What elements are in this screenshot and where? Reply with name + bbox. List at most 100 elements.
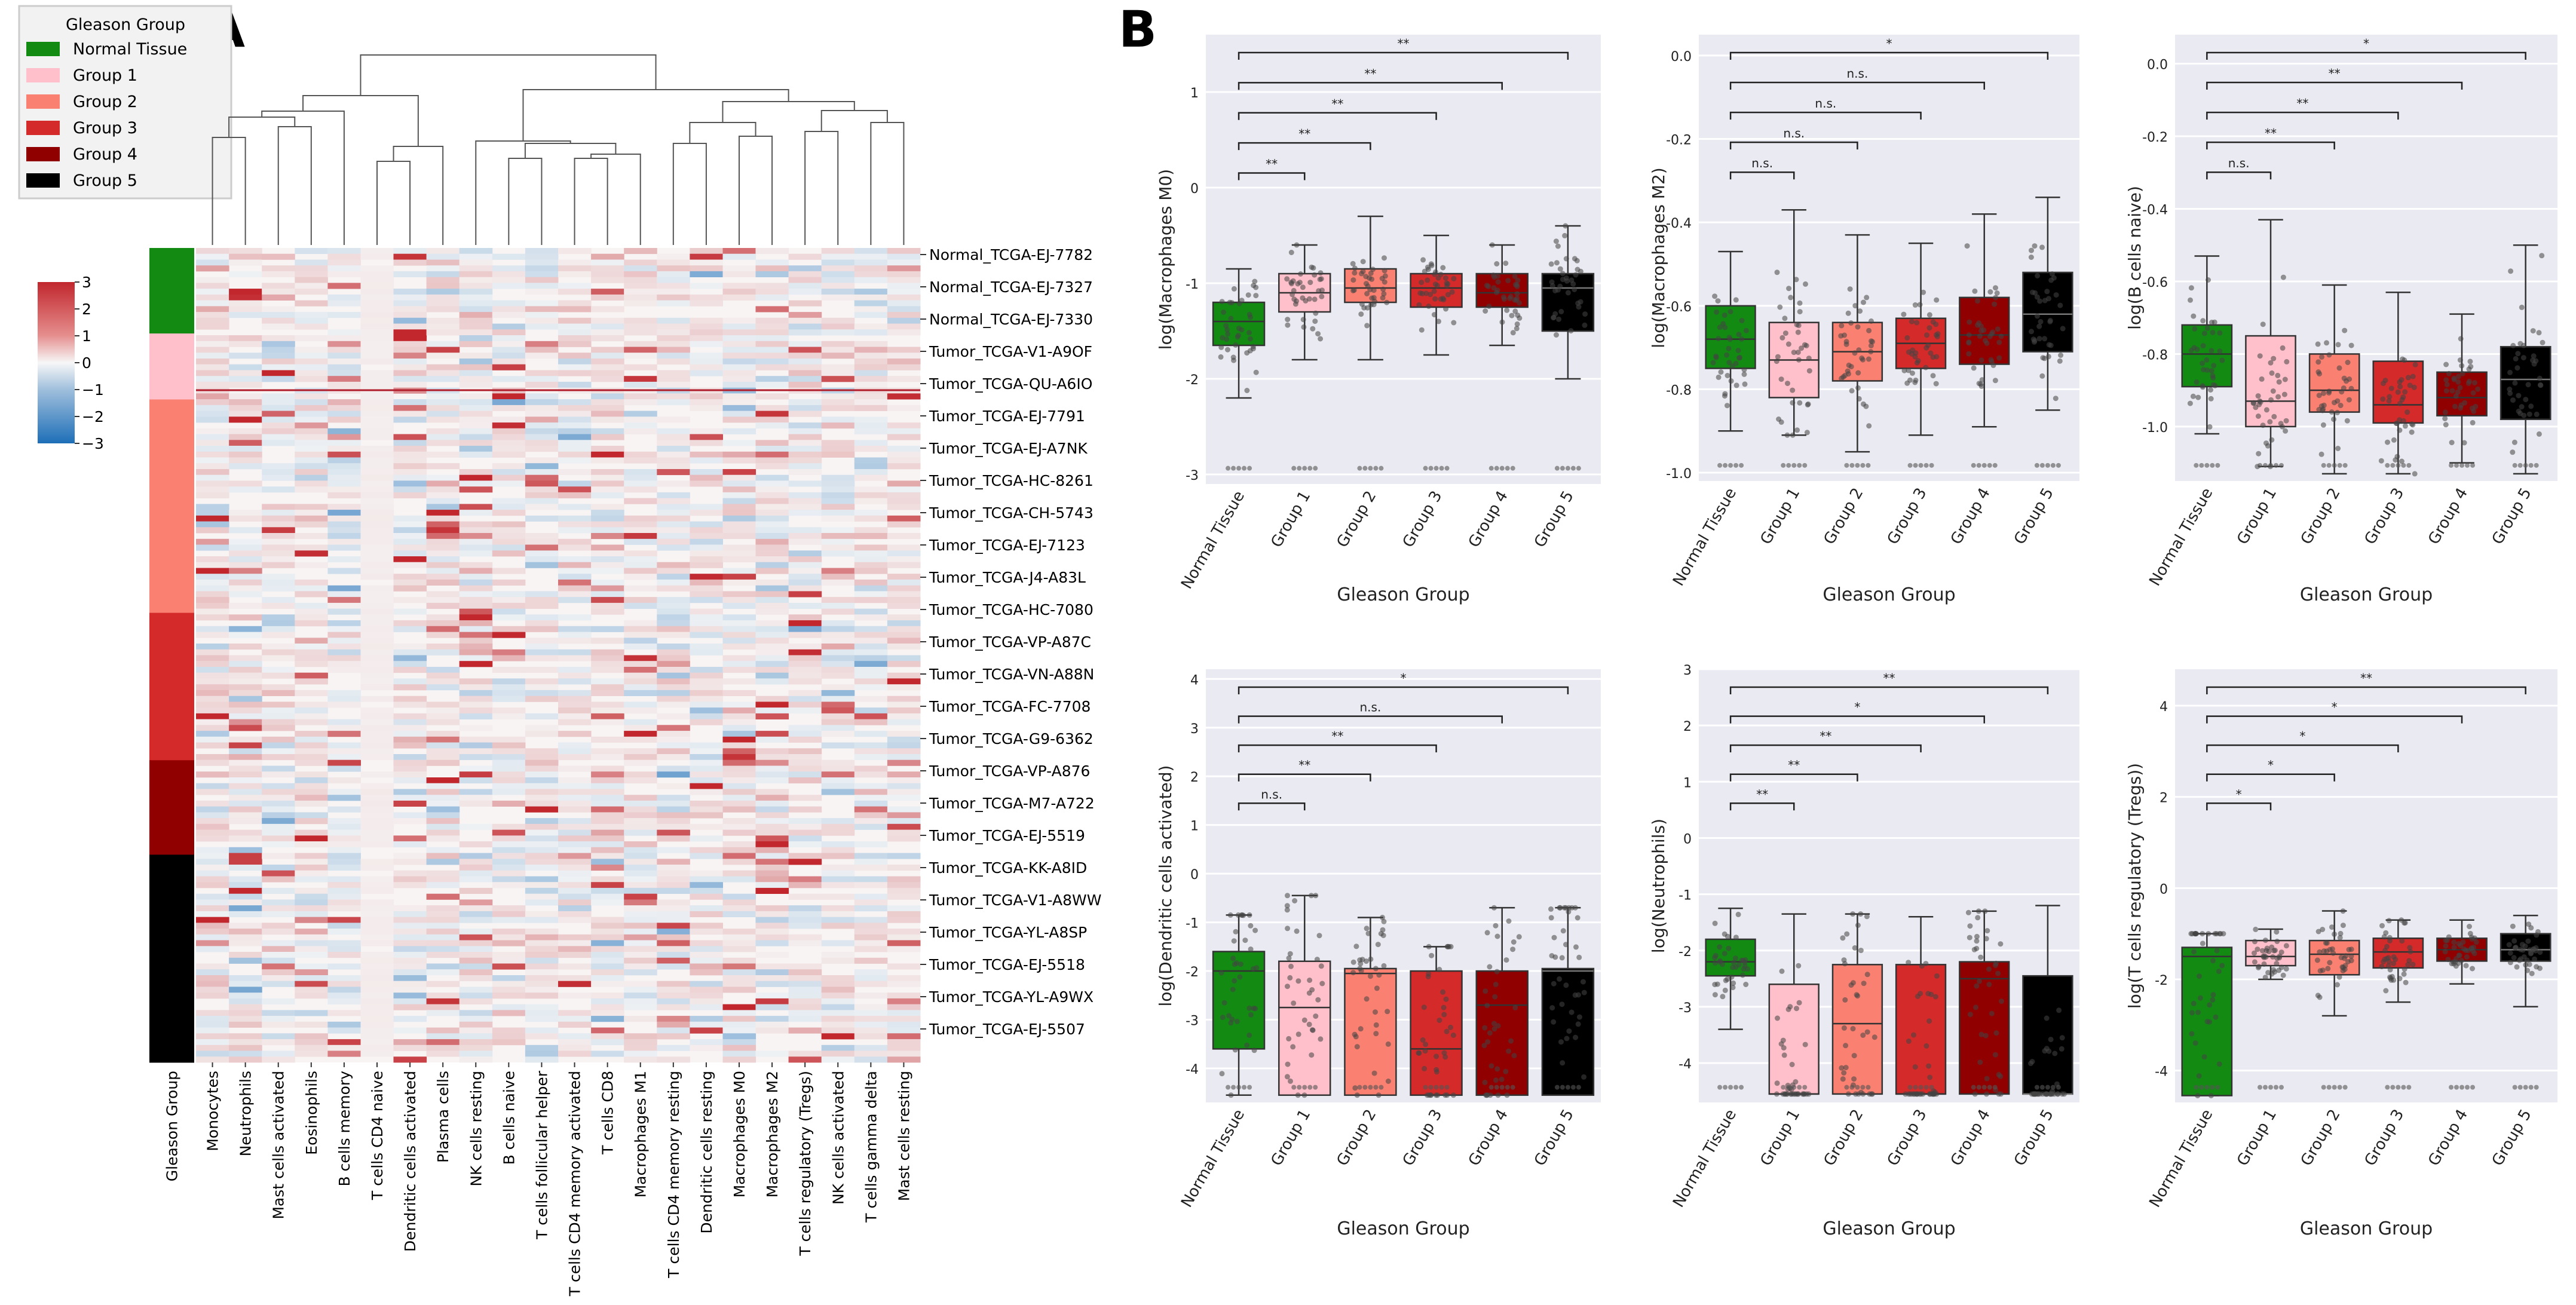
heatmap-cell xyxy=(887,1050,921,1057)
data-point xyxy=(1560,1060,1566,1066)
heatmap-cell xyxy=(295,1033,328,1040)
heatmap-cell xyxy=(624,329,657,336)
heatmap-cell xyxy=(722,510,756,516)
x-tick-label: Group 1 xyxy=(2234,1107,2280,1169)
heatmap-cell xyxy=(657,992,690,999)
heatmap-cell xyxy=(262,434,295,440)
heatmap-panel: Normal_TCGA-EJ-7782Normal_TCGA-EJ-7327No… xyxy=(149,54,1101,1297)
heatmap-cell xyxy=(525,620,559,627)
data-point xyxy=(2256,451,2262,457)
heatmap-cell xyxy=(459,480,493,487)
outlier-point xyxy=(2199,1085,2204,1090)
heatmap-cell xyxy=(821,655,855,661)
heatmap-cell xyxy=(459,446,493,452)
data-point xyxy=(2191,1000,2197,1006)
heatmap-cell xyxy=(262,544,295,551)
data-point xyxy=(1358,311,1364,317)
heatmap-cell xyxy=(196,853,229,859)
heatmap-cell xyxy=(327,608,361,615)
data-point xyxy=(1714,981,1720,987)
heatmap-cell xyxy=(821,952,855,958)
data-point xyxy=(1313,1013,1319,1019)
heatmap-cell xyxy=(624,585,657,592)
heatmap-cell xyxy=(591,690,624,696)
heatmap-cell xyxy=(327,923,361,929)
data-point xyxy=(1934,973,1940,979)
y-tick-label: 4 xyxy=(2160,700,2168,715)
heatmap-cell xyxy=(854,800,888,807)
heatmap-cell xyxy=(295,579,328,586)
heatmap-cell xyxy=(657,515,690,522)
data-point xyxy=(1924,332,1929,338)
heatmap-cell xyxy=(262,690,295,696)
heatmap-cell xyxy=(196,987,229,993)
outlier-point xyxy=(1428,465,1434,471)
data-point xyxy=(1915,358,1921,364)
heatmap-cell xyxy=(525,829,559,836)
data-point xyxy=(1978,954,1984,960)
data-point xyxy=(1284,1074,1290,1080)
significance-label: ** xyxy=(1298,758,1310,773)
significance-label: ** xyxy=(1756,787,1768,801)
heatmap-cell xyxy=(525,952,559,958)
heatmap-cell xyxy=(229,312,262,318)
heatmap-cell xyxy=(558,381,592,388)
heatmap-cell xyxy=(525,818,559,825)
heatmap-cell xyxy=(229,899,262,906)
heatmap-cell xyxy=(690,672,723,679)
heatmap-cell xyxy=(360,574,394,580)
box-2 xyxy=(1831,964,1883,1095)
heatmap-cell xyxy=(492,1033,526,1040)
heatmap-cell xyxy=(426,748,460,755)
heatmap-cell xyxy=(854,795,888,801)
outlier-point xyxy=(2396,462,2401,468)
heatmap-cell xyxy=(854,329,888,336)
heatmap-cell xyxy=(591,748,624,755)
row-label: Tumor_TCGA-FC-7708 xyxy=(929,698,1091,715)
heatmap-cell xyxy=(393,381,427,388)
heatmap-cell xyxy=(492,335,526,342)
significance-bracket xyxy=(2206,141,2335,150)
outlier-point xyxy=(1923,462,1929,468)
heatmap-cell xyxy=(558,748,592,755)
heatmap-cell xyxy=(426,341,460,347)
heatmap-cell xyxy=(624,289,657,295)
heatmap-cell xyxy=(887,946,921,952)
data-point xyxy=(2059,1035,2065,1041)
heatmap-cell xyxy=(492,789,526,795)
heatmap-cell xyxy=(459,795,493,801)
data-point xyxy=(1219,299,1225,305)
data-point xyxy=(2210,997,2216,1003)
heatmap-cell xyxy=(360,515,394,522)
data-point xyxy=(1718,369,1724,375)
data-point xyxy=(2317,949,2323,955)
y-tick-label: 1 xyxy=(1190,819,1199,834)
heatmap-cell xyxy=(295,649,328,655)
data-point xyxy=(1219,1071,1225,1077)
heatmap-cell xyxy=(854,946,888,952)
heatmap-cell xyxy=(722,946,756,952)
x-tick-label: Group 4 xyxy=(1465,1107,1512,1169)
data-point xyxy=(1354,1092,1360,1098)
heatmap-cell xyxy=(426,667,460,673)
heatmap-cell xyxy=(821,504,855,510)
heatmap-cell xyxy=(788,602,822,609)
heatmap-cell xyxy=(459,940,493,946)
heatmap-cell xyxy=(525,393,559,400)
data-point xyxy=(1352,265,1358,271)
heatmap-cell xyxy=(788,538,822,545)
heatmap-cell xyxy=(459,992,493,999)
data-point xyxy=(2212,382,2218,388)
heatmap-cell xyxy=(722,929,756,935)
heatmap-cell xyxy=(196,574,229,580)
significance-label: ** xyxy=(1331,729,1343,743)
heatmap-cell xyxy=(196,626,229,632)
heatmap-cell xyxy=(196,265,229,272)
data-point xyxy=(1221,310,1227,315)
heatmap-cell xyxy=(690,644,723,650)
heatmap-cell xyxy=(821,765,855,772)
outlier-point xyxy=(2385,1085,2390,1090)
x-tick-label: Group 1 xyxy=(2234,485,2280,548)
heatmap-cell xyxy=(229,719,262,725)
data-point xyxy=(1512,308,1518,314)
